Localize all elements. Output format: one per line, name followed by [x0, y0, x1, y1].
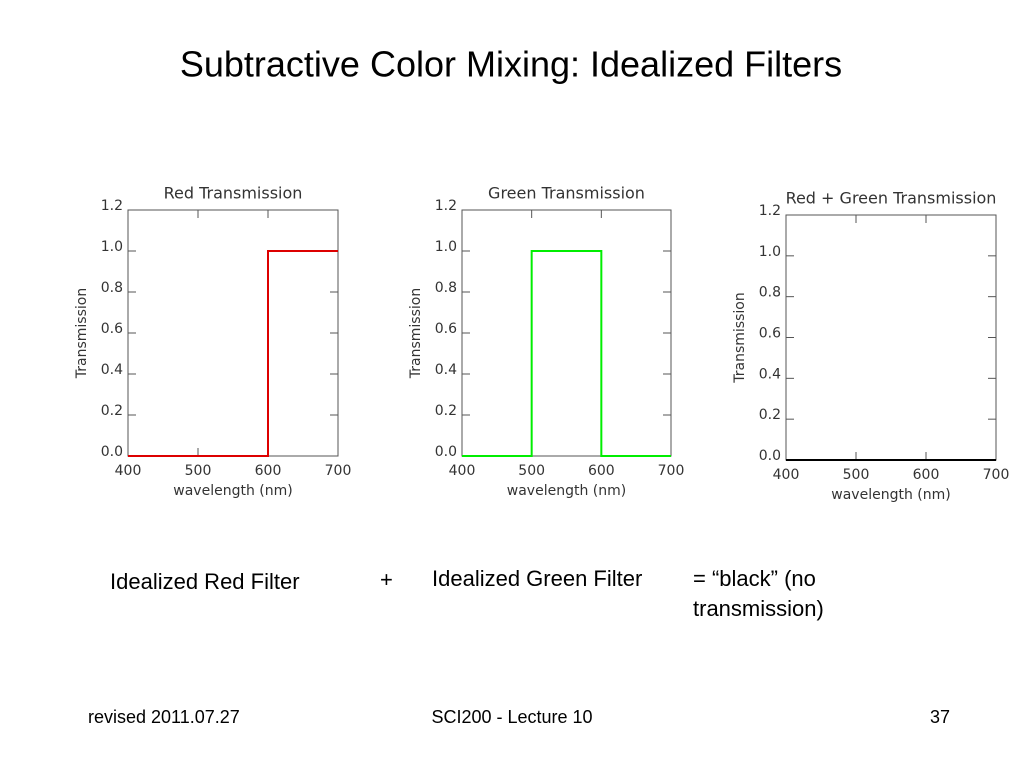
x-tick-label: 500 — [518, 463, 545, 479]
x-axis-label: wavelength (nm) — [507, 483, 626, 499]
x-axis-label: wavelength (nm) — [831, 487, 950, 503]
x-tick-label: 700 — [983, 467, 1010, 483]
y-tick-label: 0.6 — [759, 326, 781, 342]
chart-title: Red + Green Transmission — [786, 189, 997, 208]
y-tick-label: 1.2 — [759, 203, 781, 219]
chart: Red Transmission wavelength (nm) Transmiss… — [74, 184, 351, 500]
footer-right: 37 — [930, 707, 950, 727]
x-tick-label: 600 — [588, 463, 615, 479]
plot-frame — [461, 209, 672, 457]
x-tick-label: 700 — [325, 463, 352, 479]
x-tick-label: 500 — [185, 463, 212, 479]
caption: Idealized Red Filter — [110, 569, 300, 594]
y-tick-label: 1.2 — [101, 198, 123, 214]
y-tick-label: 0.2 — [101, 403, 123, 419]
y-tick-label: 0.8 — [435, 280, 457, 296]
y-tick-label: 1.0 — [435, 239, 457, 255]
x-tick-label: 600 — [913, 467, 940, 483]
footer-left: revised 2011.07.27 — [88, 707, 240, 727]
y-tick-label: 0.4 — [435, 362, 457, 378]
y-tick-label: 0.4 — [101, 362, 123, 378]
y-tick-label: 0.0 — [759, 448, 781, 464]
y-tick-label: 0.6 — [435, 321, 457, 337]
transmission-line — [462, 250, 671, 457]
x-tick-label: 400 — [773, 467, 800, 483]
y-axis-label: Transmission — [732, 292, 748, 383]
y-tick-label: 0.8 — [759, 285, 781, 301]
y-tick-label: 0.6 — [101, 321, 123, 337]
y-tick-label: 0.4 — [759, 366, 781, 382]
caption: + — [380, 567, 393, 592]
slide-title: Subtractive Color Mixing: Idealized Filt… — [180, 44, 842, 85]
y-axis-label: Transmission — [74, 288, 90, 379]
chart: Green Transmission wavelength (nm) Transmi… — [408, 184, 684, 500]
chart-title: Green Transmission — [488, 184, 645, 203]
y-tick-label: 1.0 — [759, 244, 781, 260]
y-tick-label: 1.2 — [435, 198, 457, 214]
y-tick-label: 0.8 — [101, 280, 123, 296]
transmission-line — [128, 250, 338, 457]
y-tick-label: 0.0 — [101, 444, 123, 460]
caption: Idealized Green Filter — [432, 566, 642, 591]
plot-frame — [785, 214, 997, 461]
y-tick-label: 1.0 — [101, 239, 123, 255]
x-axis-label: wavelength (nm) — [173, 483, 292, 499]
y-tick-label: 0.2 — [435, 403, 457, 419]
caption: = “black” (no — [693, 566, 816, 591]
chart-title: Red Transmission — [164, 184, 303, 203]
x-tick-label: 700 — [658, 463, 685, 479]
footer-center: SCI200 - Lecture 10 — [431, 707, 592, 727]
y-tick-label: 0.0 — [435, 444, 457, 460]
plot-frame — [127, 209, 339, 457]
x-tick-label: 400 — [115, 463, 142, 479]
y-axis-label: Transmission — [408, 288, 424, 379]
x-tick-label: 400 — [449, 463, 476, 479]
x-tick-label: 500 — [843, 467, 870, 483]
x-tick-label: 600 — [255, 463, 282, 479]
y-tick-label: 0.2 — [759, 407, 781, 423]
chart: Red + Green Transmission wavelength (nm) T… — [732, 189, 1009, 504]
caption: transmission) — [693, 596, 824, 621]
